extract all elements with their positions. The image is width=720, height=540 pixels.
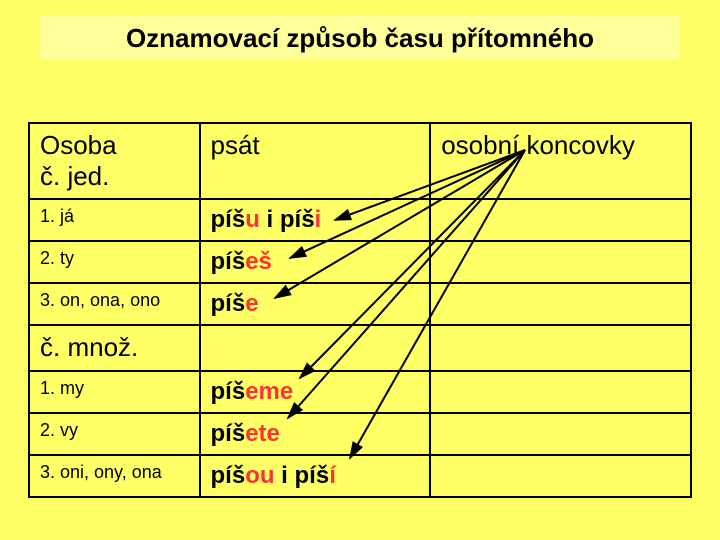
col-header-person-label: Osoba <box>40 130 189 161</box>
col-header-endings: osobní koncovky <box>430 123 691 199</box>
table-row: 3. on, ona, ono píše <box>29 283 691 325</box>
form-cell: píšu i píši <box>200 199 431 241</box>
table-row: 1. já píšu i píši <box>29 199 691 241</box>
form-cell: píše <box>200 283 431 325</box>
conjugation-table: Osoba č. jed. psát osobní koncovky 1. já… <box>28 122 692 498</box>
table-row: 3. oni, ony, ona píšou i píší <box>29 455 691 497</box>
form-cell: píšeš <box>200 241 431 283</box>
plural-section-row: č. množ. <box>29 325 691 371</box>
person-cell: 3. on, ona, ono <box>29 283 200 325</box>
table-row: 2. ty píšeš <box>29 241 691 283</box>
empty-cell <box>430 325 691 371</box>
page-title: Oznamovací způsob času přítomného <box>40 16 680 60</box>
endings-cell <box>430 199 691 241</box>
form-cell: píšou i píší <box>200 455 431 497</box>
person-cell: 2. ty <box>29 241 200 283</box>
person-cell: 1. já <box>29 199 200 241</box>
form-cell: píšete <box>200 413 431 455</box>
plural-label: č. množ. <box>29 325 200 371</box>
endings-cell <box>430 371 691 413</box>
table-row: 1. my píšeme <box>29 371 691 413</box>
person-cell: 3. oni, ony, ona <box>29 455 200 497</box>
col-header-verb: psát <box>200 123 431 199</box>
col-header-person: Osoba č. jed. <box>29 123 200 199</box>
endings-cell <box>430 241 691 283</box>
empty-cell <box>200 325 431 371</box>
singular-label: č. jed. <box>40 161 189 192</box>
person-cell: 1. my <box>29 371 200 413</box>
endings-cell <box>430 283 691 325</box>
endings-cell <box>430 455 691 497</box>
person-cell: 2. vy <box>29 413 200 455</box>
form-cell: píšeme <box>200 371 431 413</box>
table-header-row: Osoba č. jed. psát osobní koncovky <box>29 123 691 199</box>
endings-cell <box>430 413 691 455</box>
table-row: 2. vy píšete <box>29 413 691 455</box>
